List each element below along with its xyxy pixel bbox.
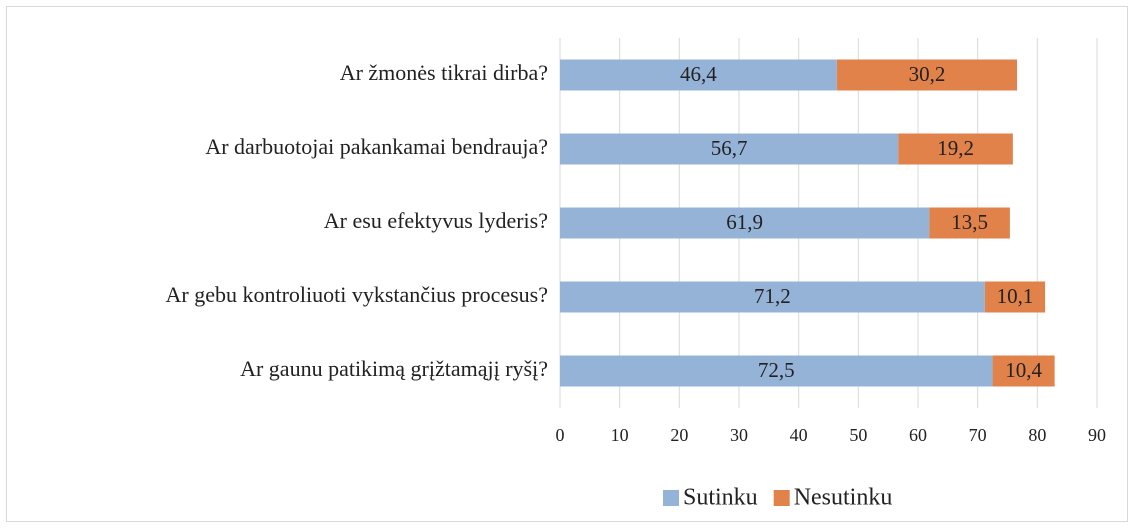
data-label: 10,4	[1005, 358, 1042, 382]
data-label: 72,5	[758, 358, 795, 382]
y-tick-label: Ar esu efektyvus lyderis?	[324, 208, 548, 233]
x-tick-label: 70	[969, 425, 987, 445]
data-label: 19,2	[937, 136, 974, 160]
data-label: 71,2	[754, 284, 791, 308]
x-tick-label: 0	[556, 425, 565, 445]
bar	[984, 281, 1046, 313]
data-label: 10,1	[997, 284, 1034, 308]
legend-swatch	[663, 490, 679, 506]
chart-frame	[6, 6, 1128, 522]
bar	[898, 133, 1013, 165]
data-label: 56,7	[711, 136, 748, 160]
legend-label: Sutinku	[683, 485, 758, 511]
x-tick-label: 30	[730, 425, 748, 445]
bar	[560, 207, 930, 239]
bar	[836, 59, 1018, 91]
data-label: 61,9	[726, 210, 763, 234]
y-tick-label: Ar gebu kontroliuoti vykstančius procesu…	[166, 282, 549, 307]
bar	[560, 355, 993, 387]
y-tick-label: Ar darbuotojai pakankamai bendrauja?	[205, 134, 548, 159]
y-tick-label: Ar žmonės tikrai dirba?	[340, 60, 548, 85]
x-tick-label: 10	[611, 425, 629, 445]
legend-label: Nesutinku	[794, 485, 893, 511]
data-label: 30,2	[909, 62, 946, 86]
bar	[560, 133, 899, 165]
bar	[929, 207, 1010, 239]
y-tick-label: Ar gaunu patikimą grįžtamąjį ryšį?	[240, 356, 548, 381]
bar	[992, 355, 1055, 387]
x-tick-label: 40	[790, 425, 808, 445]
x-tick-label: 80	[1028, 425, 1046, 445]
bar	[560, 281, 985, 313]
bar	[560, 59, 837, 91]
data-label: 46,4	[680, 62, 717, 86]
x-tick-label: 20	[670, 425, 688, 445]
x-tick-label: 90	[1088, 425, 1106, 445]
x-tick-label: 60	[909, 425, 927, 445]
data-label: 13,5	[951, 210, 988, 234]
x-tick-label: 50	[849, 425, 867, 445]
legend-swatch	[773, 490, 790, 506]
